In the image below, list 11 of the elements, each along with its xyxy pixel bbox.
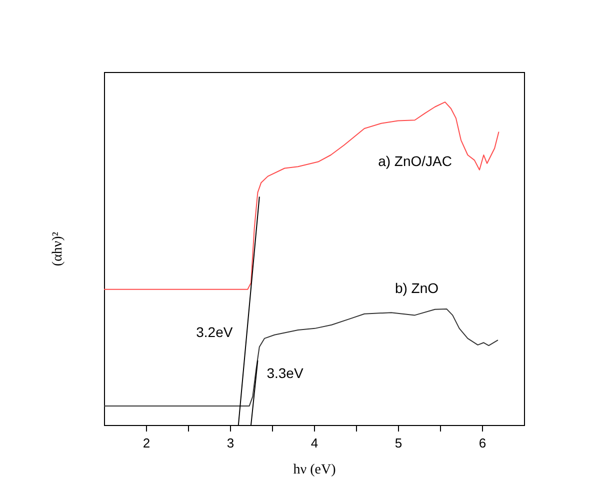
annotation: 3.3eV xyxy=(266,365,304,381)
series-label: b) ZnO xyxy=(394,280,439,296)
x-axis-title: hν (eV) xyxy=(293,462,336,478)
x-tick-label: 6 xyxy=(478,436,486,450)
series-label: a) ZnO/JAC xyxy=(378,153,452,170)
y-axis-title: (αhν)² xyxy=(50,232,66,266)
x-tick-label: 4 xyxy=(310,436,318,450)
annotation: 3.2eV xyxy=(196,324,234,340)
x-tick-label: 3 xyxy=(226,436,234,450)
x-tick-label: 5 xyxy=(394,436,402,450)
x-tick-label: 2 xyxy=(142,436,150,450)
